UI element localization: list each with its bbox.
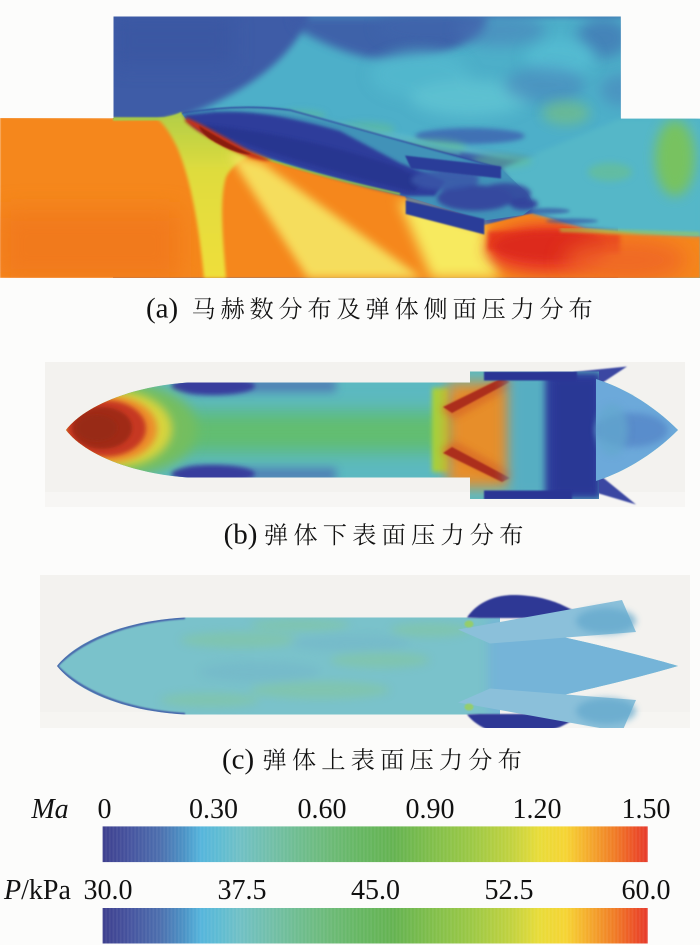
svg-text:(a): (a)	[146, 293, 178, 325]
svg-text:1.50: 1.50	[622, 794, 671, 825]
svg-text:0: 0	[98, 794, 112, 825]
svg-text:0.60: 0.60	[298, 794, 347, 825]
svg-text:P/kPa: P/kPa	[3, 875, 71, 906]
svg-text:52.5: 52.5	[485, 875, 534, 906]
svg-text:30.0: 30.0	[84, 875, 133, 906]
svg-text:0.30: 0.30	[189, 794, 238, 825]
svg-text:1.20: 1.20	[513, 794, 562, 825]
svg-text:(b): (b)	[224, 519, 258, 551]
svg-text:60.0: 60.0	[622, 875, 671, 906]
svg-text:(c): (c)	[222, 744, 254, 776]
svg-text:37.5: 37.5	[218, 875, 267, 906]
svg-text:Ma: Ma	[30, 794, 68, 825]
svg-text:0.90: 0.90	[406, 794, 455, 825]
svg-text:45.0: 45.0	[351, 875, 400, 906]
